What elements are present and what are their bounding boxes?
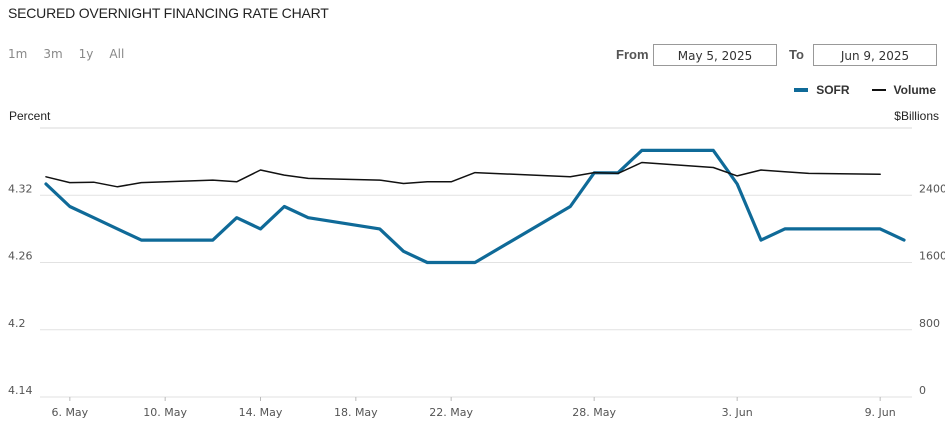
data-point-volume xyxy=(713,167,715,169)
x-tick-label: 6. May xyxy=(51,406,88,419)
x-tick-label: 3. Jun xyxy=(722,406,753,419)
chart-legend: SOFR Volume xyxy=(794,83,936,97)
data-point-sofr xyxy=(450,262,452,264)
legend-item-volume[interactable]: Volume xyxy=(871,83,936,97)
data-point-sofr xyxy=(141,239,143,241)
left-tick-label: 4.32 xyxy=(8,182,33,195)
range-button-1m[interactable]: 1m xyxy=(8,47,28,61)
data-point-volume xyxy=(69,182,71,184)
volume-line-swatch-icon xyxy=(871,89,886,91)
data-point-sofr xyxy=(570,206,572,208)
left-tick-label: 4.14 xyxy=(8,384,33,397)
data-point-sofr xyxy=(69,206,71,208)
data-point-sofr xyxy=(403,250,405,252)
from-label: From xyxy=(616,47,649,62)
data-point-volume xyxy=(474,172,476,174)
data-point-sofr xyxy=(808,228,810,230)
data-point-volume xyxy=(45,176,47,178)
legend-item-sofr[interactable]: SOFR xyxy=(794,83,850,97)
data-point-sofr xyxy=(93,217,95,219)
data-point-volume xyxy=(379,179,381,181)
data-point-volume xyxy=(236,181,238,183)
data-point-volume xyxy=(212,179,214,181)
right-tick-label: 800 xyxy=(919,317,940,330)
series-line-sofr xyxy=(44,148,906,265)
right-axis-title: $Billions xyxy=(894,109,939,123)
sofr-line-swatch-icon xyxy=(794,88,809,92)
data-point-volume xyxy=(450,181,452,183)
range-selector: 1m 3m 1y All xyxy=(8,47,140,61)
x-tick-label: 28. May xyxy=(572,406,616,419)
right-tick-label: 1600 xyxy=(919,250,945,263)
to-label: To xyxy=(789,47,804,62)
left-tick-label: 4.26 xyxy=(8,250,33,263)
data-point-sofr xyxy=(736,183,738,185)
data-point-volume xyxy=(93,181,95,183)
data-point-sofr xyxy=(903,239,905,241)
left-tick-label: 4.2 xyxy=(8,317,26,330)
data-point-volume xyxy=(570,176,572,178)
right-tick-label: 0 xyxy=(919,384,926,397)
data-point-volume xyxy=(427,181,429,183)
data-point-volume xyxy=(403,183,405,185)
data-point-volume xyxy=(808,173,810,175)
data-point-sofr xyxy=(641,150,643,152)
legend-label-sofr: SOFR xyxy=(816,83,850,97)
data-point-sofr xyxy=(713,150,715,152)
left-axis-title: Percent xyxy=(9,109,51,123)
data-point-sofr xyxy=(236,217,238,219)
data-point-sofr xyxy=(284,206,286,208)
data-point-volume xyxy=(641,162,643,164)
data-point-sofr xyxy=(427,262,429,264)
data-point-volume xyxy=(141,182,143,184)
data-point-volume xyxy=(784,171,786,173)
data-point-volume xyxy=(617,173,619,175)
x-tick-label: 9. Jun xyxy=(865,406,896,419)
range-button-all[interactable]: All xyxy=(109,47,125,61)
data-point-sofr xyxy=(760,239,762,241)
series-line-volume xyxy=(45,161,881,188)
data-point-volume xyxy=(593,172,595,174)
data-point-sofr xyxy=(260,228,262,230)
data-point-volume xyxy=(117,186,119,188)
chart-title: SECURED OVERNIGHT FINANCING RATE CHART xyxy=(8,5,329,21)
data-point-volume xyxy=(284,174,286,176)
data-point-sofr xyxy=(879,228,881,230)
data-point-sofr xyxy=(117,228,119,230)
right-tick-label: 2400 xyxy=(919,182,945,195)
to-date-input[interactable]: Jun 9, 2025 xyxy=(813,44,937,66)
x-tick-label: 18. May xyxy=(334,406,378,419)
x-tick-label: 10. May xyxy=(143,406,187,419)
range-button-1y[interactable]: 1y xyxy=(78,47,94,61)
data-point-volume xyxy=(879,173,881,175)
data-point-sofr xyxy=(379,228,381,230)
x-tick-label: 22. May xyxy=(429,406,473,419)
data-point-sofr xyxy=(45,183,47,185)
data-point-sofr xyxy=(474,262,476,264)
range-button-3m[interactable]: 3m xyxy=(43,47,63,61)
data-point-volume xyxy=(260,169,262,171)
data-point-volume xyxy=(736,175,738,177)
data-point-sofr xyxy=(307,217,309,219)
from-date-input[interactable]: May 5, 2025 xyxy=(653,44,777,66)
data-point-volume xyxy=(760,169,762,171)
data-point-sofr xyxy=(212,239,214,241)
legend-label-volume: Volume xyxy=(893,83,936,97)
data-point-volume xyxy=(307,178,309,180)
x-tick-label: 14. May xyxy=(239,406,283,419)
data-point-sofr xyxy=(784,228,786,230)
